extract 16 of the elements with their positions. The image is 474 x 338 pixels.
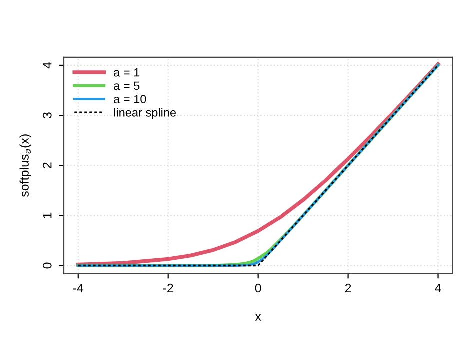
y-tick-label: 0 bbox=[42, 262, 52, 269]
y-tick-label: 2 bbox=[42, 162, 52, 168]
legend-label: linear spline bbox=[114, 108, 176, 120]
x-tick-label: -4 bbox=[73, 284, 84, 293]
y-tick-label: 1 bbox=[43, 212, 52, 218]
x-tick-label: -2 bbox=[163, 284, 174, 293]
legend-label: a = 1 bbox=[114, 68, 140, 77]
x-tick-label: 0 bbox=[255, 284, 262, 293]
x-tick-label: 4 bbox=[435, 284, 442, 293]
y-tick-label: 3 bbox=[42, 112, 52, 119]
y-axis-title: softplus$_{a}$(x) bbox=[20, 134, 32, 198]
y-tick-label: 4 bbox=[43, 62, 52, 69]
x-tick-label: 2 bbox=[345, 284, 352, 293]
legend-label: a = 5 bbox=[114, 82, 140, 90]
x-axis-title: x bbox=[255, 314, 262, 321]
legend-label: a = 10 bbox=[114, 95, 146, 104]
